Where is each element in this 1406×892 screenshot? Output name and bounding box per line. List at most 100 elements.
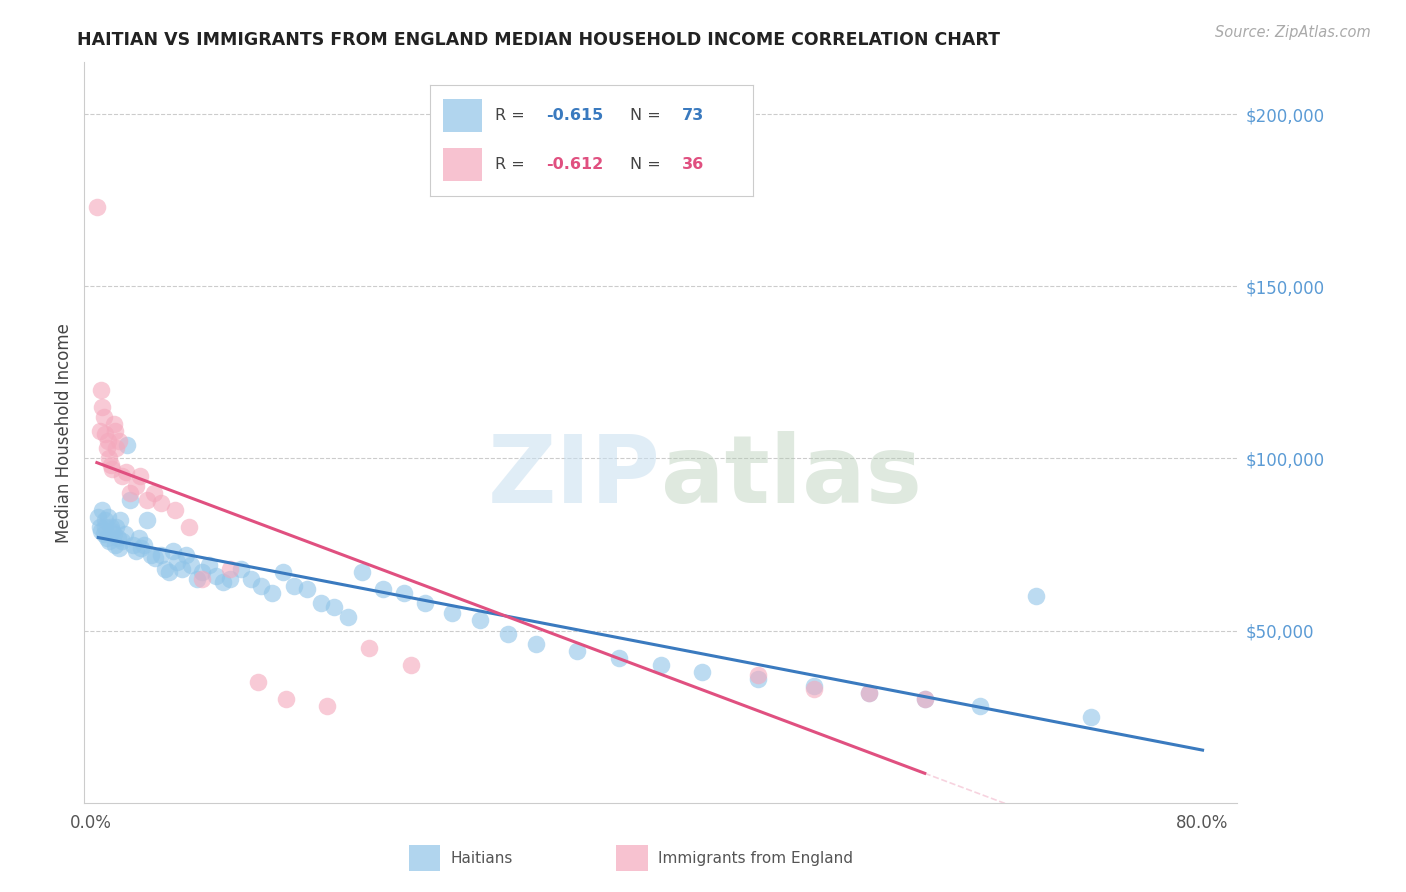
- Point: [803, 682, 825, 697]
- Point: [914, 692, 936, 706]
- Point: [103, 527, 125, 541]
- Point: [240, 572, 263, 586]
- Point: [524, 637, 547, 651]
- Point: [969, 699, 991, 714]
- Point: [323, 599, 346, 614]
- Point: [283, 579, 305, 593]
- Point: [131, 541, 153, 555]
- Point: [96, 531, 118, 545]
- Point: [274, 692, 297, 706]
- Point: [125, 479, 148, 493]
- Point: [180, 558, 202, 573]
- Point: [177, 520, 200, 534]
- Point: [87, 510, 110, 524]
- Point: [91, 400, 114, 414]
- Point: [120, 492, 142, 507]
- Point: [295, 582, 318, 597]
- Point: [100, 520, 122, 534]
- Point: [101, 462, 124, 476]
- Point: [125, 544, 148, 558]
- Point: [174, 548, 197, 562]
- Point: [142, 486, 165, 500]
- Point: [309, 596, 332, 610]
- Point: [747, 672, 769, 686]
- Point: [94, 520, 117, 534]
- Point: [135, 513, 157, 527]
- Point: [89, 520, 111, 534]
- Point: [108, 541, 131, 555]
- Point: [139, 548, 162, 562]
- Point: [94, 427, 117, 442]
- Point: [470, 613, 492, 627]
- Text: atlas: atlas: [661, 431, 922, 523]
- Point: [132, 537, 155, 551]
- Point: [115, 465, 138, 479]
- Point: [143, 551, 166, 566]
- Point: [107, 531, 129, 545]
- Point: [399, 658, 422, 673]
- Point: [650, 658, 672, 673]
- Point: [94, 513, 117, 527]
- Point: [219, 572, 242, 586]
- Point: [111, 534, 134, 549]
- Point: [205, 568, 228, 582]
- Point: [231, 561, 253, 575]
- Point: [104, 424, 127, 438]
- Point: [149, 548, 172, 562]
- Point: [212, 575, 235, 590]
- Point: [170, 561, 193, 575]
- Y-axis label: Median Household Income: Median Household Income: [55, 323, 73, 542]
- Point: [162, 544, 184, 558]
- Point: [108, 434, 131, 449]
- Point: [149, 496, 172, 510]
- Point: [97, 434, 120, 449]
- Point: [122, 537, 145, 551]
- Point: [191, 572, 214, 586]
- Point: [93, 527, 115, 541]
- Point: [1025, 589, 1047, 603]
- Point: [496, 627, 519, 641]
- Point: [93, 410, 115, 425]
- Point: [100, 458, 122, 473]
- Point: [163, 503, 186, 517]
- Point: [90, 383, 112, 397]
- Point: [101, 524, 124, 538]
- Point: [128, 531, 150, 545]
- Point: [153, 561, 176, 575]
- Point: [392, 586, 415, 600]
- Point: [858, 685, 880, 699]
- Point: [219, 561, 242, 575]
- Point: [271, 565, 294, 579]
- Point: [98, 451, 121, 466]
- Point: [105, 441, 128, 455]
- Point: [105, 520, 128, 534]
- Point: [186, 572, 208, 586]
- Point: [316, 699, 339, 714]
- Point: [110, 513, 132, 527]
- Point: [89, 424, 111, 438]
- Point: [129, 468, 152, 483]
- Point: [96, 441, 118, 455]
- Point: [135, 492, 157, 507]
- Point: [114, 527, 136, 541]
- Point: [1080, 709, 1102, 723]
- Point: [352, 565, 374, 579]
- Point: [97, 510, 120, 524]
- Point: [858, 685, 880, 699]
- Point: [120, 486, 142, 500]
- Point: [111, 468, 134, 483]
- Point: [371, 582, 394, 597]
- Point: [86, 200, 108, 214]
- Text: HAITIAN VS IMMIGRANTS FROM ENGLAND MEDIAN HOUSEHOLD INCOME CORRELATION CHART: HAITIAN VS IMMIGRANTS FROM ENGLAND MEDIA…: [77, 31, 1000, 49]
- Point: [567, 644, 589, 658]
- Point: [413, 596, 436, 610]
- Text: ZIP: ZIP: [488, 431, 661, 523]
- Point: [359, 640, 381, 655]
- Point: [157, 565, 180, 579]
- Point: [441, 607, 464, 621]
- Point: [104, 537, 127, 551]
- Text: Source: ZipAtlas.com: Source: ZipAtlas.com: [1215, 25, 1371, 40]
- Point: [260, 586, 283, 600]
- Point: [117, 438, 139, 452]
- Point: [803, 679, 825, 693]
